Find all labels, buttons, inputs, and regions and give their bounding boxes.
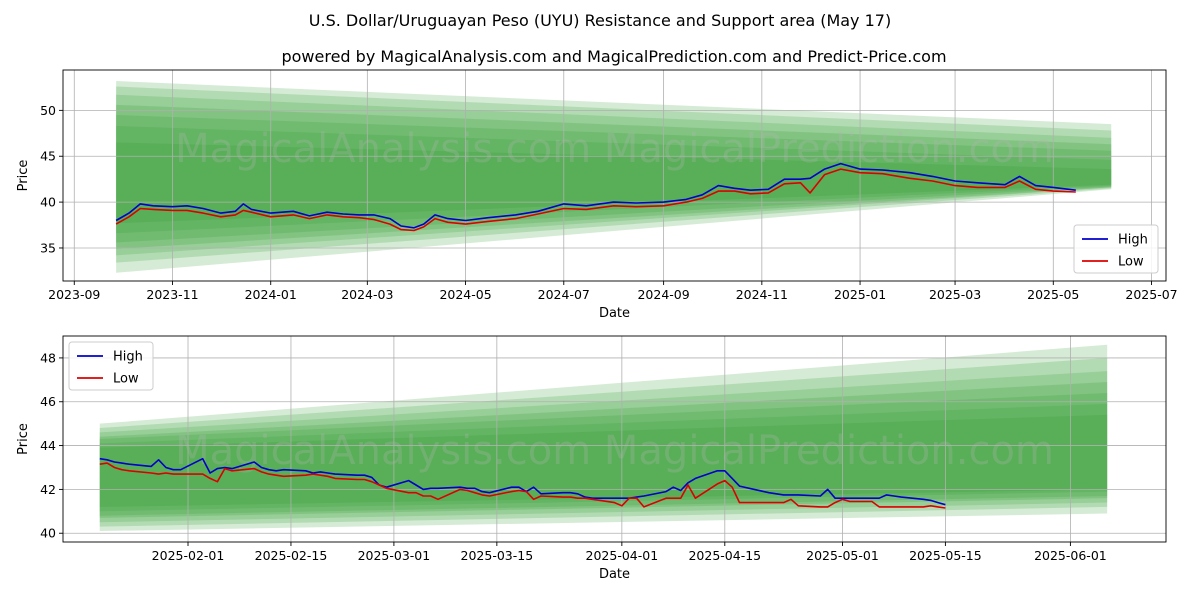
legend: High Low bbox=[1073, 224, 1159, 274]
x-tick-label: 2025-03-15 bbox=[461, 548, 534, 563]
x-tick-label: 2024-09 bbox=[637, 287, 689, 302]
x-tick-label: 2025-03-01 bbox=[358, 548, 431, 563]
y-tick-label: 40 bbox=[40, 526, 56, 541]
bottom-chart-panel: MagicalAnalysis.com MagicalPrediction.co… bbox=[16, 335, 1167, 582]
y-tick-label: 35 bbox=[40, 240, 56, 255]
x-tick-label: 2024-01 bbox=[245, 287, 297, 302]
x-tick-label: 2024-07 bbox=[538, 287, 590, 302]
top-chart-panel: MagicalAnalysis.com MagicalPrediction.co… bbox=[16, 69, 1178, 321]
x-tick-label: 2025-04-15 bbox=[688, 548, 761, 563]
band-layer-5 bbox=[99, 403, 1108, 512]
band-layer-4 bbox=[116, 114, 1112, 243]
axes-frame bbox=[62, 335, 1167, 543]
legend-label-high: High bbox=[113, 350, 143, 365]
x-tick-label: 2024-11 bbox=[736, 287, 788, 302]
y-tick-label: 48 bbox=[40, 350, 56, 365]
y-tick-label: 45 bbox=[40, 149, 56, 164]
watermark: MagicalAnalysis.com MagicalPrediction.co… bbox=[175, 126, 1054, 172]
axes-frame bbox=[62, 69, 1167, 282]
y-tick-label: 40 bbox=[40, 195, 56, 210]
chart-title: U.S. Dollar/Uruguayan Peso (UYU) Resista… bbox=[309, 11, 891, 30]
x-tick-label: 2025-05 bbox=[1027, 287, 1079, 302]
legend-label-low: Low bbox=[1118, 255, 1144, 270]
x-tick-label: 2023-09 bbox=[48, 287, 100, 302]
legend: High Low bbox=[68, 341, 154, 391]
x-tick-label: 2025-05-15 bbox=[909, 548, 982, 563]
x-tick-label: 2025-01 bbox=[834, 287, 886, 302]
legend-label-low: Low bbox=[113, 372, 139, 387]
y-axis-label: Price bbox=[16, 423, 31, 455]
band-layer-1 bbox=[99, 357, 1108, 527]
band-layer-2 bbox=[99, 371, 1108, 523]
band-layer-6 bbox=[116, 142, 1112, 224]
x-tick-label: 2025-06-01 bbox=[1034, 548, 1107, 563]
series-line-high bbox=[115, 162, 1076, 229]
x-tick-label: 2024-05 bbox=[439, 287, 491, 302]
band-layer-3 bbox=[116, 104, 1112, 249]
x-tick-label: 2025-02-15 bbox=[255, 548, 328, 563]
series-line-low bbox=[99, 462, 946, 509]
y-tick-label: 42 bbox=[40, 482, 56, 497]
y-tick-label: 46 bbox=[40, 394, 56, 409]
band-layer-5 bbox=[116, 125, 1112, 234]
watermark: MagicalAnalysis.com MagicalPrediction.co… bbox=[175, 428, 1054, 474]
series-lines bbox=[115, 162, 1076, 232]
support-resistance-bands bbox=[116, 81, 1112, 273]
grid bbox=[63, 336, 1166, 542]
band-layer-6 bbox=[99, 414, 1108, 507]
x-tick-label: 2025-03 bbox=[929, 287, 981, 302]
band-layer-0 bbox=[116, 81, 1112, 273]
x-tick-label: 2025-07 bbox=[1125, 287, 1177, 302]
y-axis-label: Price bbox=[16, 160, 31, 192]
x-tick-label: 2025-02-01 bbox=[152, 548, 225, 563]
x-axis-label: Date bbox=[599, 306, 630, 321]
band-layer-0 bbox=[99, 344, 1108, 532]
x-tick-label: 2023-11 bbox=[146, 287, 198, 302]
band-layer-3 bbox=[99, 382, 1108, 518]
support-resistance-bands bbox=[99, 344, 1108, 532]
chart-subtitle: powered by MagicalAnalysis.com and Magic… bbox=[281, 47, 946, 66]
x-tick-label: 2025-04-01 bbox=[586, 548, 659, 563]
x-tick-label: 2024-03 bbox=[341, 287, 393, 302]
series-line-high bbox=[99, 457, 946, 506]
band-layer-4 bbox=[99, 392, 1108, 516]
y-tick-label: 50 bbox=[40, 103, 56, 118]
series-line-low bbox=[115, 168, 1076, 232]
y-tick-label: 44 bbox=[40, 438, 56, 453]
legend-label-high: High bbox=[1118, 233, 1148, 248]
series-lines bbox=[99, 457, 946, 509]
x-axis-label: Date bbox=[599, 567, 630, 582]
x-tick-label: 2025-05-01 bbox=[806, 548, 879, 563]
